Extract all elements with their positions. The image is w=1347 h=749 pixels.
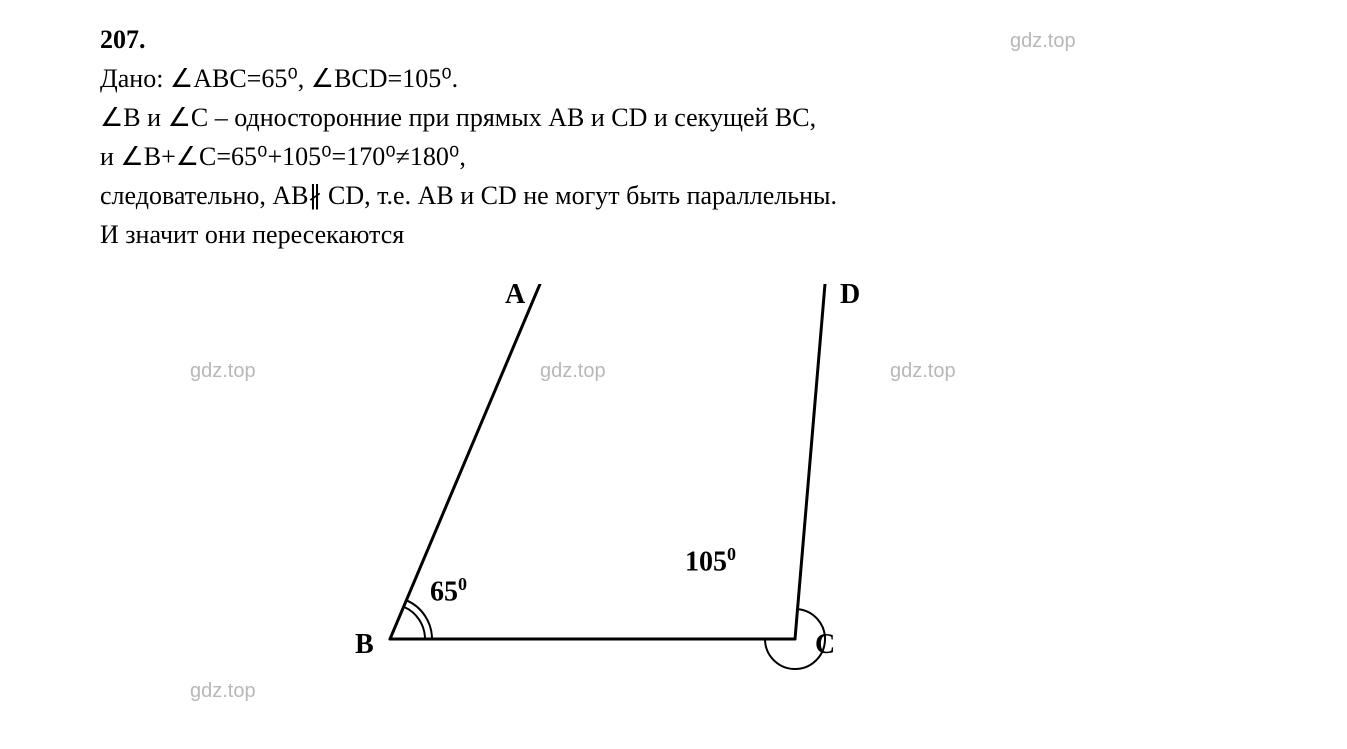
watermark: gdz.top	[1010, 30, 1076, 53]
given-line: Дано: ∠ABC=65⁰, ∠BCD=105⁰.	[100, 59, 1247, 98]
point-label-d: D	[840, 279, 860, 311]
proof-line-1: ∠B и ∠C – односторонние при прямых AB и …	[100, 98, 1247, 137]
geometry-diagram: ABCD6501050	[100, 284, 900, 684]
angle-label-c: 1050	[685, 544, 736, 578]
angle-label-b: 650	[430, 574, 467, 608]
watermark: gdz.top	[190, 360, 256, 383]
proof-line-4: И значит они пересекаются	[100, 215, 1247, 254]
proof-line-3: следовательно, AB∦ CD, т.е. AB и CD не м…	[100, 176, 1247, 215]
watermark: gdz.top	[190, 680, 256, 703]
point-label-c: C	[815, 629, 835, 661]
point-label-b: B	[355, 629, 374, 661]
problem-number: 207.	[100, 25, 146, 54]
watermark: gdz.top	[890, 360, 956, 383]
point-label-a: A	[505, 279, 525, 311]
watermark: gdz.top	[540, 360, 606, 383]
proof-line-2: и ∠B+∠C=65⁰+105⁰=170⁰≠180⁰,	[100, 137, 1247, 176]
diagram-svg	[100, 284, 900, 684]
